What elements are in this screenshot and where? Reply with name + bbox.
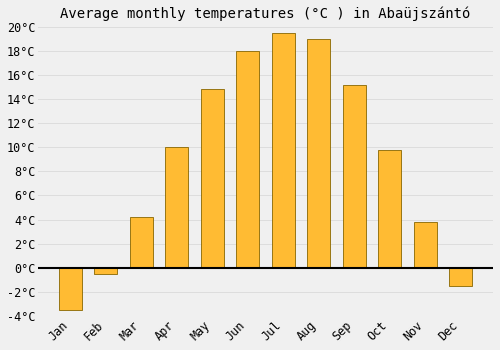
Bar (272, 33, 295, 268)
Bar (59, 268, 82, 310)
Bar (166, 147, 188, 268)
Bar (378, 150, 402, 268)
Bar (94, 268, 118, 274)
Bar (414, 222, 437, 268)
Bar (308, 39, 330, 268)
Title: Average monthly temperatures (°C ) in Abaüjszántó: Average monthly temperatures (°C ) in Ab… (60, 7, 471, 21)
Bar (343, 85, 366, 268)
Bar (450, 268, 472, 286)
Bar (236, 51, 260, 268)
Bar (201, 90, 224, 268)
Bar (130, 217, 153, 268)
